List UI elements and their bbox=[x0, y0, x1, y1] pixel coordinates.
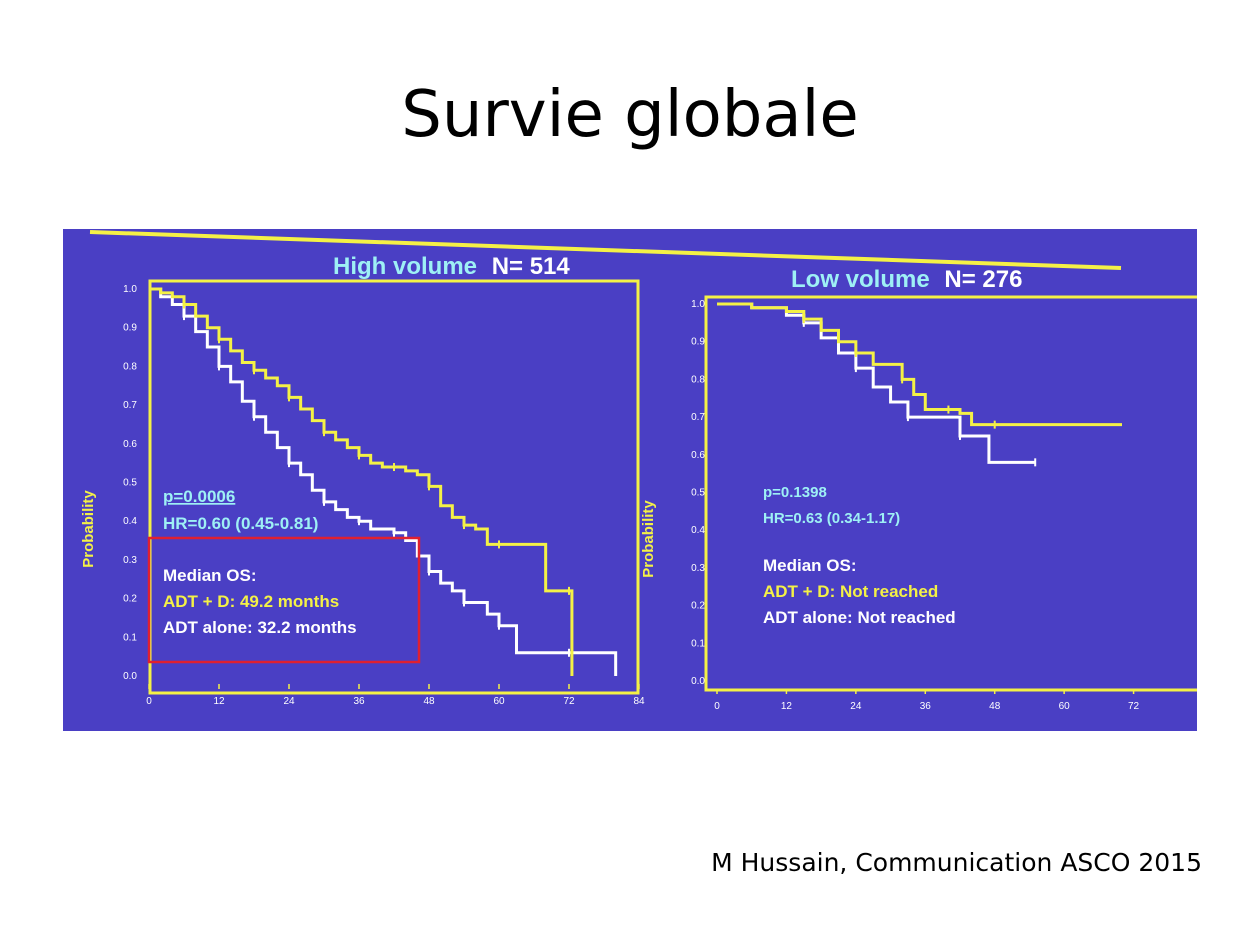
y-tick-label: 0.8 bbox=[691, 374, 705, 385]
plot-frame bbox=[704, 295, 1197, 692]
y-tick-label: 0.3 bbox=[123, 555, 137, 566]
median-os-box bbox=[147, 536, 421, 664]
y-tick-label: 0.1 bbox=[123, 632, 137, 643]
panel-title-n: N= 514 bbox=[492, 253, 571, 280]
panel-title: High volume N= 514 bbox=[333, 253, 570, 280]
median-os-label: Median OS: bbox=[763, 556, 857, 575]
km-curves bbox=[717, 302, 1122, 467]
panel-title-main: Low volume bbox=[791, 266, 930, 293]
slide-title: Survie globale bbox=[401, 78, 859, 152]
x-tick-label: 48 bbox=[989, 701, 1001, 712]
y-tick-label: 0.6 bbox=[691, 450, 705, 461]
y-tick-label: 0.2 bbox=[123, 594, 137, 605]
x-tick-label: 48 bbox=[423, 696, 435, 707]
y-tick-label: 0.7 bbox=[691, 412, 705, 423]
y-tick-label: 0.7 bbox=[123, 400, 137, 411]
slide-photo: High volume N= 514 Probability 0 12 24 36 48… bbox=[63, 229, 1197, 731]
y-tick-label: 0.9 bbox=[691, 337, 705, 348]
y-tick-label: 0.5 bbox=[123, 478, 137, 489]
x-tick-label: 36 bbox=[353, 696, 365, 707]
p-value: p=0.1398 bbox=[763, 484, 827, 501]
series-adt-alone-curve bbox=[149, 287, 618, 676]
y-tick-label: 1.0 bbox=[123, 284, 137, 295]
y-tick-label: 1.0 bbox=[691, 299, 705, 310]
y-tick-label: 0.4 bbox=[123, 516, 137, 527]
panel-title-n: N= 276 bbox=[944, 266, 1022, 293]
hazard-ratio: HR=0.63 (0.34-1.17) bbox=[763, 510, 900, 527]
y-axis: 0.0 0.1 0.2 0.3 0.4 0.5 0.6 0.7 0.8 0.9 1.0 bbox=[123, 284, 137, 682]
x-tick-label: 12 bbox=[781, 701, 793, 712]
median-adt-d: ADT + D: 49.2 months bbox=[163, 592, 339, 611]
series-adt-d-curve bbox=[717, 302, 1122, 427]
median-adt-alone: ADT alone: 32.2 months bbox=[163, 618, 357, 637]
header-rule bbox=[89, 230, 1122, 270]
median-adt-alone: ADT alone: Not reached bbox=[763, 608, 956, 627]
x-tick-label: 24 bbox=[850, 701, 862, 712]
panel-title-main: High volume bbox=[333, 253, 477, 280]
median-os-label: Median OS: bbox=[163, 566, 257, 585]
x-tick-label: 60 bbox=[493, 696, 505, 707]
x-tick-label: 0 bbox=[146, 696, 152, 707]
y-tick-label: 0.2 bbox=[691, 601, 705, 612]
chart-canvas: High volume N= 514 Probability 0 12 24 36 48… bbox=[80, 230, 1197, 712]
x-tick-label: 84 bbox=[633, 696, 645, 707]
y-tick-label: 0.1 bbox=[691, 638, 705, 649]
y-tick-label: 0.5 bbox=[691, 488, 705, 499]
x-axis: 0 12 24 36 48 60 72 84 bbox=[146, 684, 645, 707]
plot-frame bbox=[148, 279, 640, 695]
y-tick-label: 0.0 bbox=[691, 676, 705, 687]
y-tick-label: 0.9 bbox=[123, 323, 137, 334]
median-adt-d: ADT + D: Not reached bbox=[763, 582, 938, 601]
y-tick-label: 0.4 bbox=[691, 525, 705, 536]
y-tick-label: 0.8 bbox=[123, 361, 137, 372]
series-adt-alone-curve bbox=[717, 302, 1036, 464]
y-axis: 0.0 0.1 0.2 0.3 0.4 0.5 0.6 0.7 0.8 0.9 1.0 bbox=[691, 299, 705, 687]
chart-panel-high-volume: High volume N= 514 Probability 0 12 24 36 48… bbox=[80, 253, 645, 707]
x-tick-label: 72 bbox=[563, 696, 575, 707]
y-axis-label: Probability bbox=[640, 500, 657, 578]
y-tick-label: 0.0 bbox=[123, 671, 137, 682]
x-tick-label: 12 bbox=[213, 696, 225, 707]
x-tick-label: 72 bbox=[1128, 701, 1140, 712]
y-tick-label: 0.6 bbox=[123, 439, 137, 450]
y-axis-label: Probability bbox=[80, 490, 97, 568]
x-tick-label: 60 bbox=[1059, 701, 1071, 712]
p-value: p=0.0006 bbox=[163, 487, 235, 506]
x-tick-label: 24 bbox=[283, 696, 295, 707]
citation: M Hussain, Communication ASCO 2015 bbox=[711, 848, 1202, 877]
y-tick-label: 0.3 bbox=[691, 563, 705, 574]
x-tick-label: 0 bbox=[714, 701, 720, 712]
series-adt-d-curve bbox=[149, 287, 574, 676]
chart-panel-low-volume: Low volume N= 276 Probability 0 12 24 36 48 6… bbox=[640, 266, 1197, 712]
km-curves bbox=[149, 287, 618, 676]
panel-title: Low volume N= 276 bbox=[791, 266, 1022, 293]
x-tick-label: 36 bbox=[920, 701, 932, 712]
hazard-ratio: HR=0.60 (0.45-0.81) bbox=[163, 514, 318, 533]
